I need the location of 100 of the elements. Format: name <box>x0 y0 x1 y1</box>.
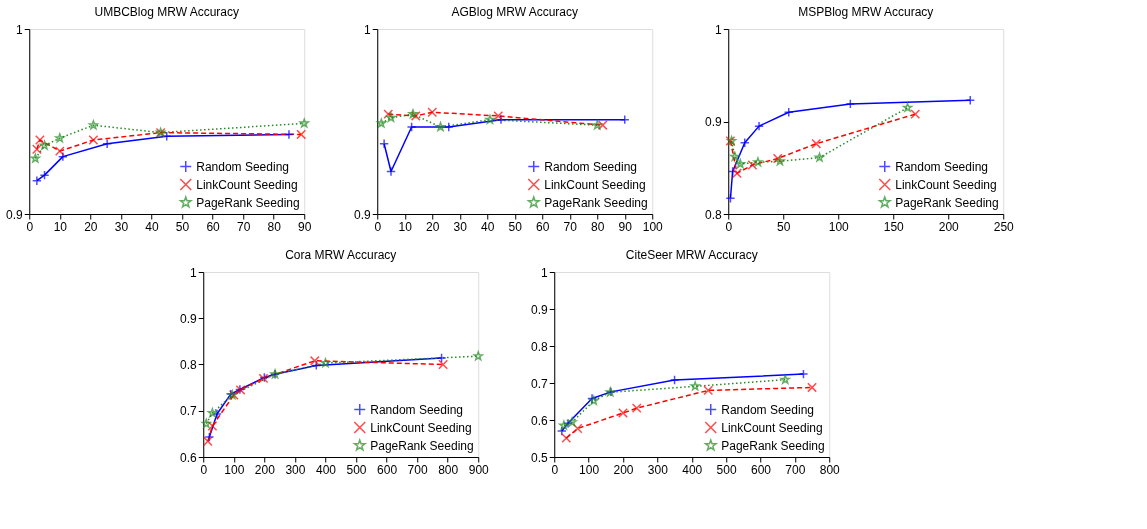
point <box>296 129 307 140</box>
x-tick-label: 200 <box>613 462 634 477</box>
legend-label: LinkCount Seeding <box>721 420 823 435</box>
x-tick-label: 50 <box>508 219 523 234</box>
y-tick-label: 1 <box>541 265 549 280</box>
x-tick-label: 200 <box>254 462 276 477</box>
x-tick-label: 200 <box>938 219 960 234</box>
y-tick-label: 1 <box>16 22 24 37</box>
y-tick-label: 0.9 <box>6 207 24 222</box>
point <box>732 168 742 179</box>
y-tick-label: 0.6 <box>180 450 198 465</box>
y-tick-label: 0.6 <box>531 413 549 428</box>
y-tick-label: 0.8 <box>705 207 723 222</box>
point <box>559 420 569 430</box>
x-tick-label: 100 <box>579 462 600 477</box>
x-tick-label: 50 <box>175 219 190 234</box>
chart-title: AGBlog MRW Accuracy <box>451 5 578 19</box>
x-tick-label: 500 <box>716 462 737 477</box>
point <box>814 152 825 162</box>
y-tick-label: 1 <box>715 22 723 37</box>
x-tick-label: 400 <box>315 462 337 477</box>
point <box>618 408 628 418</box>
x-tick-label: 250 <box>993 219 1015 234</box>
point <box>438 359 449 370</box>
x-tick-label: 500 <box>346 462 367 477</box>
point <box>284 129 294 140</box>
x-tick-label: 10 <box>398 219 413 234</box>
x-tick-label: 90 <box>618 219 633 234</box>
y-tick-label: 0.9 <box>531 302 549 317</box>
point <box>669 375 680 385</box>
legend-label: LinkCount Seeding <box>370 420 472 435</box>
y-tick-label: 0.9 <box>705 115 723 129</box>
point <box>798 369 809 380</box>
point <box>730 151 740 161</box>
point <box>202 436 213 447</box>
point <box>88 135 99 145</box>
point <box>427 107 438 118</box>
x-tick-label: 70 <box>563 219 578 234</box>
x-tick-label: 0 <box>551 462 559 477</box>
point <box>965 95 976 106</box>
x-tick-label: 0 <box>374 219 382 234</box>
x-tick-label: 80 <box>267 219 282 234</box>
point <box>561 433 572 444</box>
point <box>386 166 396 177</box>
x-tick-label: 30 <box>453 219 468 234</box>
x-tick-label: 100 <box>224 462 245 477</box>
y-tick-label: 0.7 <box>531 376 549 391</box>
x-tick-label: 100 <box>642 219 664 234</box>
x-tick-label: 300 <box>285 462 306 477</box>
point <box>207 421 218 431</box>
y-tick-label: 0.8 <box>180 358 198 372</box>
point <box>747 160 758 170</box>
point <box>485 114 495 124</box>
legend-label: PageRank Seeding <box>721 438 825 453</box>
y-tick-label: 0.5 <box>531 450 549 465</box>
point <box>597 120 608 131</box>
x-tick-label: 400 <box>682 462 703 477</box>
x-tick-label: 60 <box>536 219 550 234</box>
point <box>807 382 817 393</box>
chart-title: UMBCBlog MRW Accuracy <box>94 5 239 19</box>
x-tick-label: 50 <box>777 219 791 234</box>
x-tick-label: 0 <box>200 462 208 477</box>
legend-label: PageRank Seeding <box>544 195 648 210</box>
x-tick-label: 900 <box>468 462 490 477</box>
x-tick-label: 70 <box>236 219 251 234</box>
x-tick-label: 80 <box>591 219 605 234</box>
point <box>30 153 41 163</box>
y-tick-label: 1 <box>190 265 198 280</box>
x-tick-label: 300 <box>647 462 669 477</box>
point <box>845 98 856 109</box>
x-tick-label: 10 <box>53 219 68 234</box>
point <box>54 146 65 157</box>
point <box>39 170 50 181</box>
point <box>493 111 504 121</box>
point <box>376 118 387 128</box>
point <box>35 135 45 145</box>
y-tick-label: 1 <box>364 22 372 37</box>
x-tick-label: 40 <box>481 219 495 234</box>
point <box>902 102 913 112</box>
point <box>910 109 921 120</box>
x-tick-label: 40 <box>145 219 159 234</box>
x-tick-label: 150 <box>883 219 905 234</box>
point <box>572 423 583 434</box>
point <box>631 403 642 414</box>
legend-label: PageRank Seeding <box>895 195 999 210</box>
y-tick-label: 0.9 <box>354 207 372 222</box>
x-tick-label: 800 <box>819 462 841 477</box>
x-tick-label: 0 <box>26 219 34 234</box>
point <box>567 417 577 427</box>
x-tick-label: 30 <box>114 219 129 234</box>
x-tick-label: 100 <box>828 219 850 234</box>
legend-label: Random Seeding <box>721 402 814 417</box>
point <box>320 358 331 368</box>
legend-label: Random Seeding <box>196 159 289 174</box>
legend-label: Random Seeding <box>544 159 637 174</box>
x-tick-label: 800 <box>438 462 459 477</box>
y-tick-label: 0.9 <box>180 311 198 326</box>
x-tick-label: 600 <box>750 462 772 477</box>
point <box>811 138 822 149</box>
x-tick-label: 700 <box>407 462 428 477</box>
